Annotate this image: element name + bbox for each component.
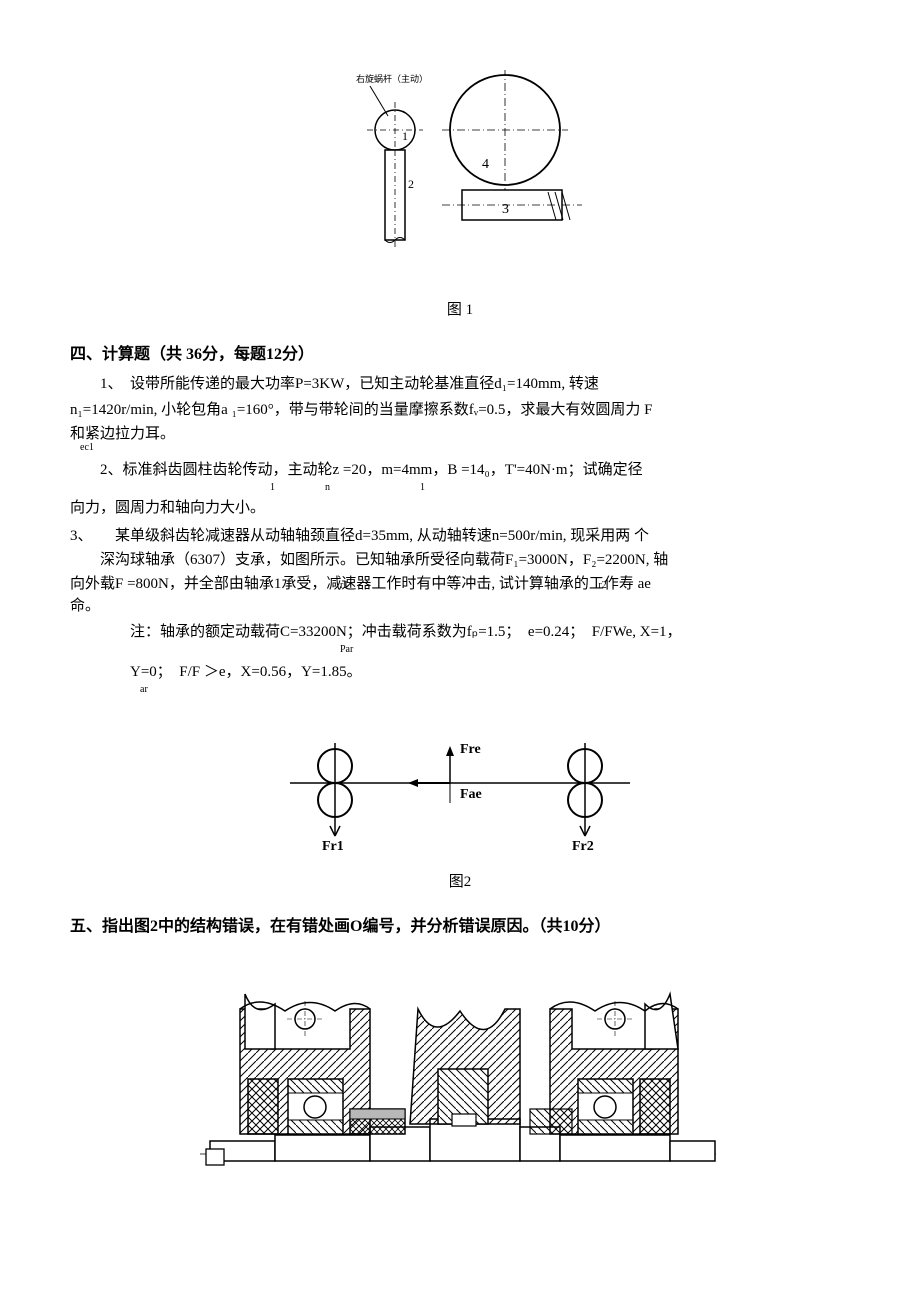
q1-sub: ec1: [70, 440, 850, 456]
q3-line4: 命。: [70, 594, 850, 618]
figure-1-caption: 图 1: [70, 298, 850, 322]
figure-2: Fr1 Fr2 Fre Fae: [70, 708, 850, 858]
q3-line2: 深沟球轴承（6307）支承，如图所示。已知轴承所受径向载荷F₁=3000N，F₂…: [70, 548, 850, 572]
q3-note1-sub: Par: [70, 642, 850, 658]
figure-1: 右旋蜗杆（主动） 1 2 4 3: [70, 70, 850, 280]
fig2-fae: Fae: [460, 787, 482, 802]
q2-sub: 1 n 1: [70, 480, 850, 496]
section-5-heading: 五、指出图2中的结构错误，在有错处画O编号，并分析错误原因。（共10分）: [70, 914, 850, 940]
q1-line2: n₁=1420r/min, 小轮包角a ₁=160°，带与带轮间的当量摩擦系数f…: [70, 398, 850, 422]
fig1-num3: 3: [502, 202, 509, 217]
q1-line1: 1、 设带所能传递的最大功率P=3KW，已知主动轮基准直径d₁=140mm, 转…: [70, 372, 850, 396]
fig2-fre: Fre: [460, 742, 481, 757]
fig1-num4: 4: [482, 157, 489, 172]
figure-2-caption: 图2: [70, 870, 850, 894]
q3-note2: Y=0； F/F ＞e，X=0.56，Y=1.85。: [70, 660, 850, 684]
q3-line1: 3、 某单级斜齿轮减速器从动轴轴颈直径d=35mm, 从动轴转速n=500r/m…: [70, 524, 850, 548]
fig2-fr1: Fr1: [322, 839, 344, 854]
figure-1-svg: 右旋蜗杆（主动） 1 2 4 3: [310, 70, 610, 280]
fig1-num2: 2: [408, 177, 414, 191]
q2-line1: 2、标准斜齿圆柱齿轮传动，主动轮z =20，m=4mm，Β =14₀，T'=40…: [70, 458, 850, 482]
figure-3-svg: [200, 949, 720, 1189]
fig2-fr2: Fr2: [572, 839, 594, 854]
figure-3: [70, 949, 850, 1189]
q3-note1: 注：轴承的额定动载荷C=33200N；冲击载荷系数为fₚ=1.5； e=0.24…: [70, 620, 850, 644]
figure-2-svg: Fr1 Fr2 Fre Fae: [250, 708, 670, 858]
section-4-heading: 四、计算题（共 36分，每题12分）: [70, 342, 850, 368]
worm-label: 右旋蜗杆（主动）: [356, 73, 428, 84]
q2-line2: 向力，圆周力和轴向力大小。: [70, 496, 850, 520]
fig1-num1: 1: [402, 129, 408, 143]
q3-note2-sub: ar: [70, 682, 850, 698]
